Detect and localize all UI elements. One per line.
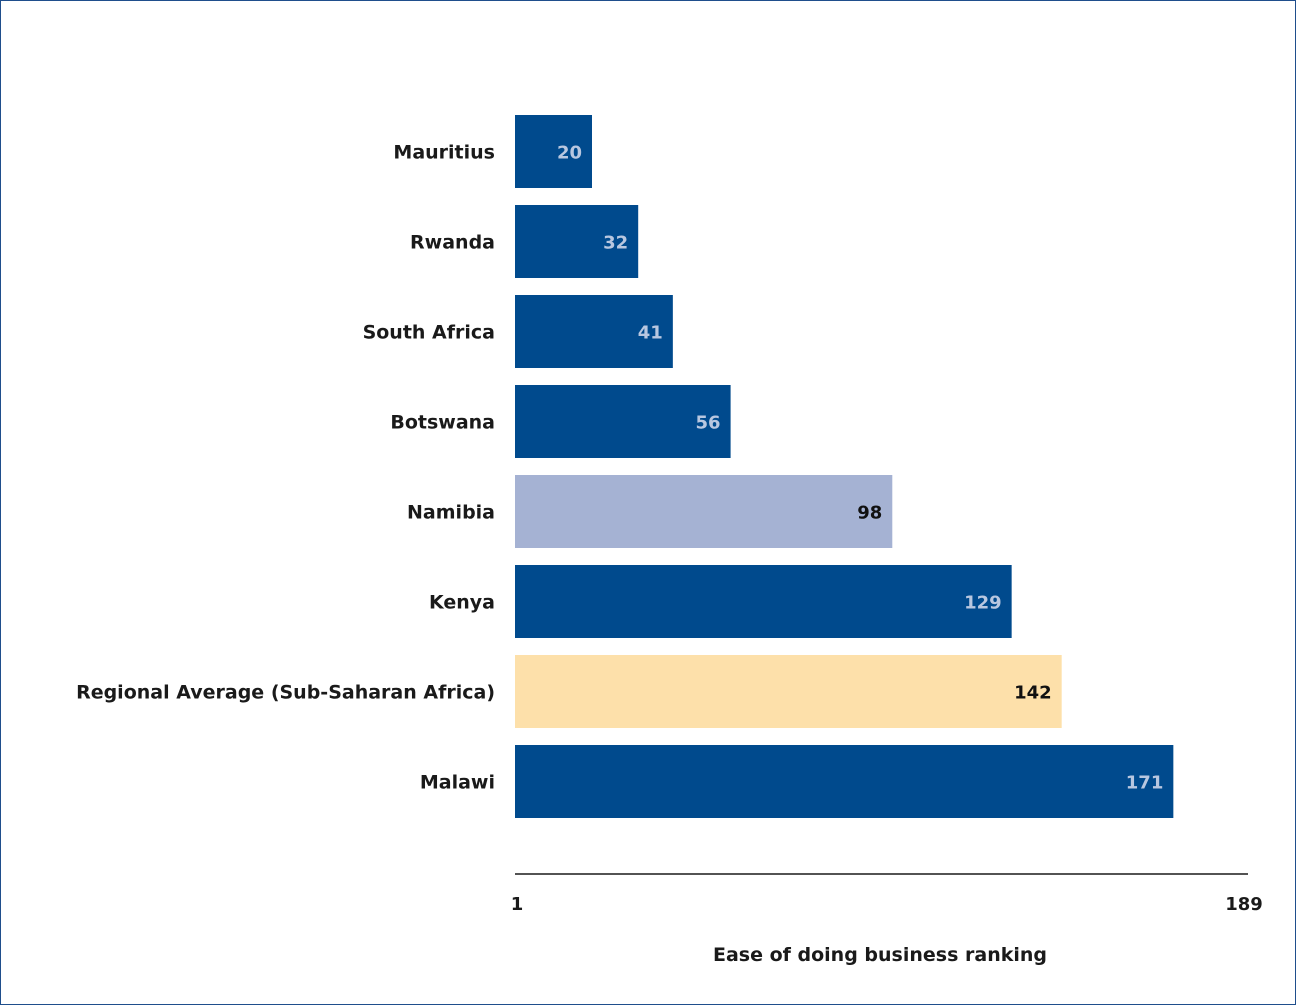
value-label: 56: [696, 413, 721, 434]
x-tick-min: 1: [511, 894, 524, 915]
bars-group: [515, 115, 1174, 818]
value-label: 171: [1126, 773, 1164, 794]
category-label: Botswana: [390, 412, 495, 434]
value-label: 98: [857, 503, 882, 524]
bar: [515, 565, 1012, 638]
value-label: 142: [1014, 683, 1052, 704]
bar: [515, 745, 1174, 818]
value-labels-group: 20 32 41 56 98 129 142 171: [557, 143, 1163, 794]
x-axis-title: Ease of doing business ranking: [713, 944, 1047, 966]
bar: [515, 205, 639, 278]
value-label: 41: [638, 323, 663, 344]
category-label: Mauritius: [393, 142, 495, 164]
x-tick-max: 189: [1225, 894, 1263, 915]
bar: [515, 475, 893, 548]
category-label: Rwanda: [410, 232, 495, 254]
bar: [515, 655, 1062, 728]
bar: [515, 115, 592, 188]
category-label: Regional Average (Sub-Saharan Africa): [76, 682, 495, 704]
bar: [515, 385, 731, 458]
value-label: 32: [603, 233, 628, 254]
category-label: Namibia: [407, 502, 495, 524]
category-labels-group: Mauritius Rwanda South Africa Botswana Namib…: [76, 142, 495, 794]
value-label: 20: [557, 143, 582, 164]
category-label: Kenya: [429, 592, 495, 614]
category-label: Malawi: [420, 772, 495, 794]
bar: [515, 295, 673, 368]
value-label: 129: [964, 593, 1002, 614]
category-label: South Africa: [363, 322, 495, 344]
